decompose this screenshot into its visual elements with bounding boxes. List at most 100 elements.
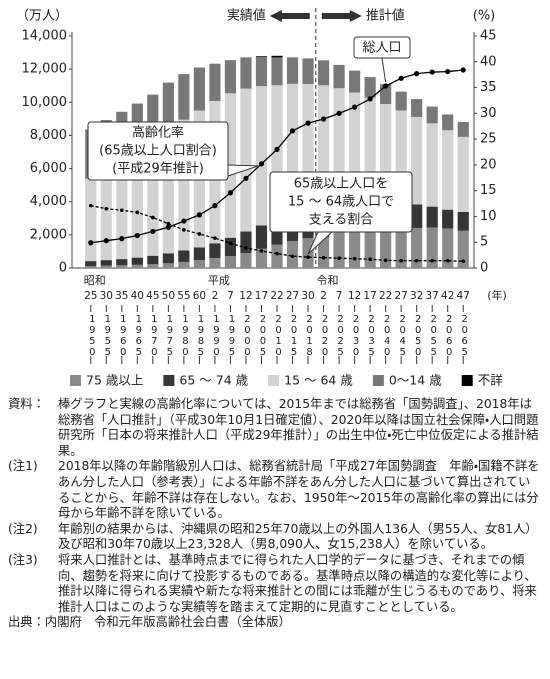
bar-segment bbox=[147, 94, 159, 137]
annotation: (65歳以上人口割合) bbox=[99, 144, 217, 159]
legend-swatch bbox=[268, 375, 280, 386]
bar-segment bbox=[116, 265, 128, 268]
bar-segment bbox=[457, 136, 469, 212]
y-tick-label: 14,000 bbox=[22, 29, 68, 44]
line-point bbox=[274, 146, 280, 153]
western-year: 2018 bbox=[304, 314, 316, 358]
annotation: 実績値 bbox=[227, 8, 266, 24]
bar-segment bbox=[380, 230, 392, 268]
line-point bbox=[429, 69, 435, 75]
x-tick-label: 17 bbox=[363, 290, 376, 302]
bar-segment bbox=[162, 82, 174, 128]
line-point bbox=[461, 259, 466, 264]
bar-segment bbox=[224, 60, 237, 94]
bar-segment bbox=[442, 228, 454, 268]
bar-segment bbox=[426, 206, 438, 228]
line-point bbox=[88, 203, 93, 208]
bar-segment bbox=[193, 260, 205, 268]
bar-segment bbox=[411, 116, 423, 205]
bar-segment bbox=[193, 247, 205, 261]
bar-segment bbox=[178, 74, 190, 120]
note-text: 将来人口推計とは、基準時点までに得られた人口学的データに基づき、それまでの傾向、… bbox=[58, 552, 537, 614]
bar-segment bbox=[193, 67, 205, 111]
credit: 出典：内閣府 令和元年版高齢社会白書（全体版） bbox=[8, 615, 291, 630]
legend-label: 15 ～ 64 歳 bbox=[284, 373, 353, 388]
line-point bbox=[460, 67, 466, 73]
line-point bbox=[445, 68, 451, 75]
bar-segment bbox=[85, 261, 97, 267]
x-tick-label: 17 bbox=[255, 290, 268, 302]
bar-segment bbox=[317, 236, 330, 268]
line-point bbox=[305, 120, 311, 126]
note: (注2) 年齢別の結果からは、沖縄県の昭和25年70歳以上の外国人136人（男55… bbox=[8, 522, 542, 553]
bar-segment bbox=[302, 58, 314, 85]
x-tick-label: 12 bbox=[239, 290, 252, 302]
line-point bbox=[212, 203, 218, 209]
line-point bbox=[383, 258, 388, 263]
x-tick-label: 37 bbox=[426, 290, 439, 302]
callout-box bbox=[269, 171, 413, 233]
legend-swatch bbox=[461, 375, 473, 386]
bar-segment bbox=[116, 259, 128, 266]
bar-segment bbox=[317, 85, 330, 209]
bar-segment bbox=[240, 253, 252, 268]
y2-tick-label: 40 bbox=[480, 54, 497, 69]
western-year: 2010 bbox=[273, 314, 284, 358]
bar-segment bbox=[162, 253, 174, 264]
line-point bbox=[275, 251, 279, 256]
y2-tick-label: 15 bbox=[480, 183, 497, 198]
y-tick-label: 2,000 bbox=[30, 227, 67, 242]
bar-segment bbox=[178, 250, 190, 262]
bar-segment bbox=[317, 60, 330, 86]
x-tick-label: 25 bbox=[84, 290, 97, 302]
western-year: 1960 bbox=[117, 314, 129, 358]
note: 資料： 棒グラフと実線の高齢化率については、2015年までは総務省「国勢調査」、2… bbox=[8, 397, 542, 459]
annotation: (平成29年推計) bbox=[112, 161, 204, 177]
y2-tick-label: 10 bbox=[480, 209, 497, 224]
bar-segment bbox=[131, 264, 143, 268]
bar-segment bbox=[131, 145, 143, 258]
bar-segment bbox=[271, 85, 283, 220]
note-label: 資料： bbox=[8, 397, 45, 411]
western-year: 2065 bbox=[459, 314, 471, 358]
bar-segment bbox=[255, 86, 268, 226]
x-tick-label: 47 bbox=[457, 290, 470, 302]
bar-segment bbox=[380, 103, 392, 204]
annotation: 推計値 bbox=[366, 8, 405, 24]
y2-tick-label: 20 bbox=[480, 157, 497, 172]
legend-swatch bbox=[163, 375, 175, 386]
bar-segment bbox=[426, 106, 438, 124]
line-point bbox=[321, 255, 326, 260]
bar-segment bbox=[100, 169, 112, 261]
western-year: 2000 bbox=[241, 314, 253, 358]
callout-box bbox=[87, 121, 229, 181]
line-point bbox=[150, 228, 156, 234]
legend-label: 不詳 bbox=[478, 373, 504, 388]
bar-segment bbox=[349, 92, 361, 207]
bar-segment bbox=[426, 123, 438, 207]
western-year: 2035 bbox=[366, 314, 378, 358]
note-text: 棒グラフと実線の高齢化率については、2015年までは総務省「国勢調査」、2018… bbox=[58, 397, 539, 458]
bar-segment bbox=[349, 230, 361, 268]
line-point bbox=[134, 232, 140, 239]
bar-segment bbox=[131, 257, 143, 265]
legend-label: 65 ～ 74 歳 bbox=[179, 373, 248, 388]
x-tick-label: 27 bbox=[394, 290, 407, 302]
note: (注1) 2018年以降の年齢階級別人口は、総務省統計局「平成27年国勢調査 年齢… bbox=[8, 459, 542, 521]
arrow bbox=[321, 10, 362, 22]
bar-segment bbox=[255, 56, 268, 58]
bar-segment bbox=[457, 122, 469, 137]
y-tick-label: 6,000 bbox=[30, 161, 67, 176]
line-point bbox=[289, 128, 296, 134]
bar-segment bbox=[255, 248, 268, 268]
line-point bbox=[337, 256, 341, 261]
y2-tick-label: 45 bbox=[480, 29, 497, 44]
western-year: 1975 bbox=[164, 314, 176, 358]
y2-axis-label: (%) bbox=[473, 9, 496, 24]
line-point bbox=[336, 110, 342, 116]
bar-segment bbox=[380, 84, 392, 104]
bar-segment bbox=[147, 264, 159, 268]
bar-segment bbox=[100, 265, 112, 268]
bar-segment bbox=[333, 64, 345, 89]
